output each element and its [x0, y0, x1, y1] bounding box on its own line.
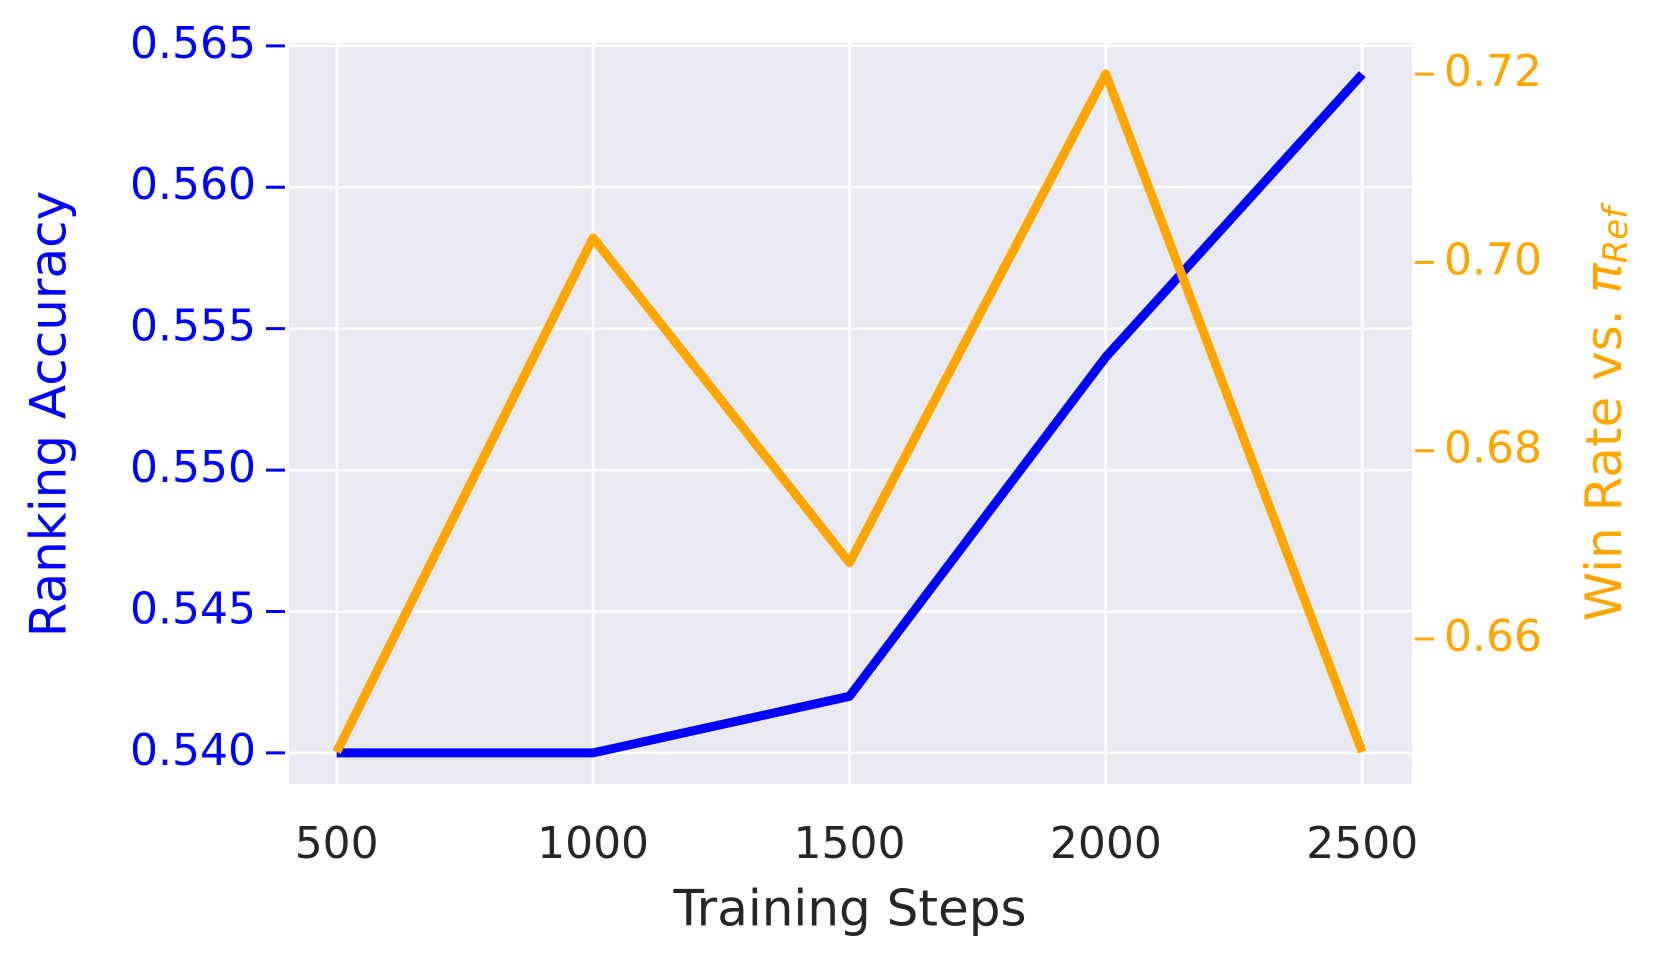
y2-tick-label: 0.72	[1444, 46, 1542, 97]
y2-label-text: Win Rate vs.	[1575, 309, 1633, 621]
y2-label-subscript: Ref	[1596, 202, 1636, 264]
x-tick-label: 500	[295, 818, 379, 869]
y2-tick-label: 0.70	[1444, 234, 1542, 285]
y2-axis-label: Win Rate vs. πRef	[1575, 202, 1636, 621]
x-tick-label: 1000	[537, 818, 649, 869]
series-line	[332, 69, 1367, 754]
y2-tick-label: 0.68	[1444, 423, 1542, 474]
series-line	[336, 71, 1366, 758]
y-tick-label: 0.560	[130, 159, 256, 210]
x-tick-label: 1500	[793, 818, 905, 869]
x-axis-label: Training Steps	[672, 880, 1026, 938]
x-tick-label: 2000	[1050, 818, 1162, 869]
y-tick-label: 0.555	[130, 301, 256, 352]
y-axis-label: Ranking Accuracy	[20, 191, 78, 637]
y-tick-label: 0.550	[130, 442, 256, 493]
x-tick-label: 2500	[1306, 818, 1418, 869]
y2-label-symbol: π	[1575, 262, 1633, 293]
y-tick-label: 0.565	[130, 18, 256, 69]
y-tick-label: 0.545	[130, 583, 256, 634]
y2-tick-label: 0.66	[1444, 611, 1542, 662]
y-tick-label: 0.540	[130, 725, 256, 776]
